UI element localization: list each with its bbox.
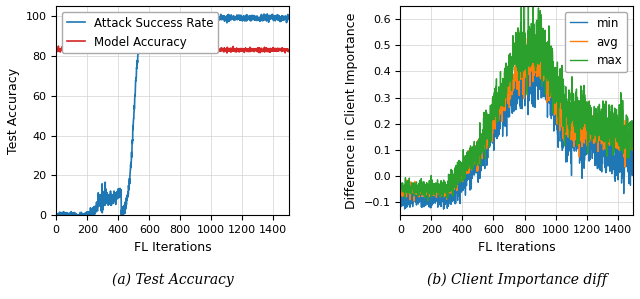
- X-axis label: FL Iterations: FL Iterations: [134, 241, 211, 254]
- min: [440, 207, 447, 211]
- Model Accuracy: [151, 50, 159, 53]
- Model Accuracy: [156, 47, 164, 51]
- max: [424, 199, 431, 203]
- X-axis label: FL Iterations: FL Iterations: [478, 241, 556, 254]
- avg: [495, 97, 503, 100]
- Model Accuracy: [80, 49, 88, 52]
- max: [529, 61, 537, 64]
- min: [500, 115, 508, 119]
- Line: Model Accuracy: Model Accuracy: [56, 46, 289, 53]
- Attack Success Rate: [181, 12, 189, 16]
- Legend: min, avg, max: min, avg, max: [565, 12, 627, 72]
- Attack Success Rate: [80, 213, 88, 217]
- Model Accuracy: [70, 49, 78, 52]
- Attack Success Rate: [156, 15, 164, 19]
- Attack Success Rate: [52, 213, 60, 217]
- Attack Success Rate: [70, 213, 78, 217]
- Attack Success Rate: [285, 14, 292, 18]
- Attack Success Rate: [151, 14, 159, 18]
- Model Accuracy: [185, 47, 193, 50]
- max: [415, 190, 422, 194]
- Y-axis label: Difference in Client Importance: Difference in Client Importance: [345, 13, 358, 209]
- Attack Success Rate: [52, 211, 60, 214]
- min: [629, 164, 637, 168]
- Line: Attack Success Rate: Attack Success Rate: [56, 14, 289, 215]
- max: [504, 81, 512, 84]
- Model Accuracy: [285, 50, 292, 53]
- Model Accuracy: [54, 44, 62, 48]
- Model Accuracy: [52, 51, 60, 55]
- Attack Success Rate: [160, 15, 168, 19]
- min: [415, 196, 422, 200]
- max: [495, 88, 503, 91]
- min: [529, 62, 537, 65]
- Text: (b) Client Importance diff: (b) Client Importance diff: [427, 273, 607, 287]
- avg: [415, 191, 422, 194]
- min: [504, 109, 512, 113]
- min: [495, 132, 503, 136]
- max: [424, 185, 432, 189]
- min: [536, 17, 544, 20]
- Text: (a) Test Accuracy: (a) Test Accuracy: [111, 273, 234, 287]
- Model Accuracy: [223, 51, 231, 55]
- max: [397, 181, 404, 184]
- min: [424, 194, 432, 197]
- avg: [504, 89, 512, 92]
- Line: min: min: [401, 19, 633, 209]
- max: [500, 101, 508, 105]
- avg: [410, 199, 418, 203]
- min: [397, 188, 404, 192]
- avg: [424, 190, 432, 193]
- avg: [529, 80, 537, 83]
- max: [629, 136, 637, 140]
- avg: [500, 109, 508, 113]
- Line: max: max: [401, 0, 633, 201]
- avg: [533, 36, 541, 39]
- Attack Success Rate: [185, 17, 193, 21]
- Model Accuracy: [160, 50, 168, 53]
- Y-axis label: Test Accuracy: Test Accuracy: [7, 68, 20, 154]
- avg: [629, 143, 637, 147]
- Legend: Attack Success Rate, Model Accuracy: Attack Success Rate, Model Accuracy: [62, 12, 218, 53]
- Line: avg: avg: [401, 37, 633, 201]
- avg: [397, 188, 404, 191]
